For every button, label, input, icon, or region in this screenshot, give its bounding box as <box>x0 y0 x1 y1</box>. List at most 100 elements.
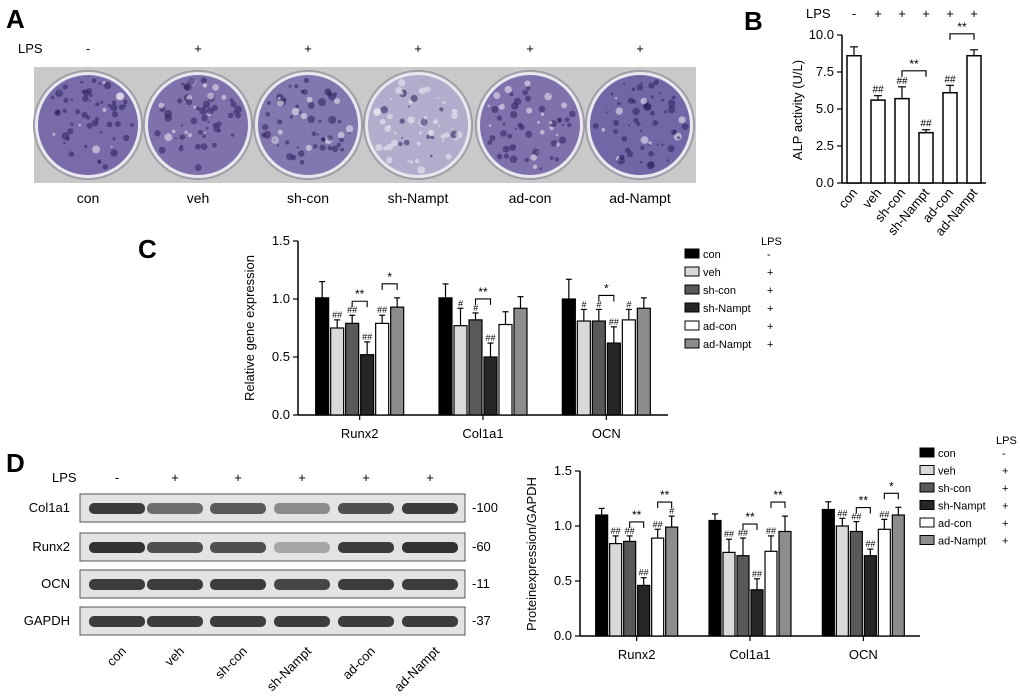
blot-band <box>89 616 145 627</box>
legend-sign: + <box>1002 466 1008 478</box>
blot-row-label: Col1a1 <box>29 500 70 515</box>
significance-mark: ## <box>724 529 734 539</box>
bar <box>606 342 621 416</box>
x-tick-label: Col1a1 <box>462 426 503 441</box>
legend-label: sh-con <box>703 285 736 297</box>
blot-band <box>338 579 394 590</box>
bar <box>468 319 483 416</box>
bar <box>637 584 651 637</box>
legend-swatch <box>919 482 935 493</box>
blot-band <box>402 503 458 514</box>
bracket-label: ** <box>859 494 869 508</box>
legend-d: LPS con - veh + sh-con + sh-Nampt + ad-con + ad-Nam… <box>919 435 1017 548</box>
dish-rim <box>364 71 472 179</box>
lps-sign: + <box>898 6 906 21</box>
significance-mark: # <box>458 298 464 308</box>
y-tick-label: 0.5 <box>554 573 572 588</box>
bracket-label: ** <box>632 508 642 522</box>
dish-rim <box>254 71 362 179</box>
lane-label: ad-Nampt <box>391 643 442 694</box>
lps-sign: + <box>636 41 644 56</box>
bracket-label: ** <box>355 287 365 301</box>
panel-a-lps-label: LPS <box>18 41 43 56</box>
blot-band <box>210 616 266 627</box>
significance-mark: ## <box>611 526 621 536</box>
significance-bracket <box>742 523 758 531</box>
bar <box>764 550 778 637</box>
significance-bracket <box>474 298 492 305</box>
significance-bracket <box>598 294 615 302</box>
lps-sign: + <box>234 470 242 485</box>
bar <box>623 540 637 637</box>
significance-mark: ## <box>625 526 635 536</box>
bar <box>513 307 528 416</box>
y-axis-label: Proteinexpression/GAPDH <box>524 477 539 631</box>
significance-bracket <box>883 492 899 500</box>
blot-row-label: Runx2 <box>32 539 70 554</box>
lane-label: veh <box>162 644 187 669</box>
legend-sign: + <box>1002 501 1008 513</box>
y-tick-label: 0.0 <box>554 628 572 643</box>
blot-row-label: GAPDH <box>24 613 70 628</box>
significance-mark: ## <box>639 568 649 578</box>
panel-d: D LPS - + + + + + Col1a1 -100 Runx2 -60 OCN -11 GAP… <box>6 435 1017 694</box>
legend-swatch <box>684 302 700 313</box>
bar <box>345 322 360 416</box>
group-label: ad-Nampt <box>609 190 671 206</box>
legend-swatch <box>919 535 935 545</box>
lps-sign: + <box>362 470 370 485</box>
bar <box>390 306 405 416</box>
significance-bracket <box>770 501 786 509</box>
group-label: sh-Nampt <box>388 190 449 206</box>
panel-b: B LPS - + + + + + 0.0 2.5 5.0 7.5 10.0 ALP activit… <box>744 6 986 239</box>
significance-mark: ## <box>766 526 776 536</box>
dish-rim <box>34 71 142 179</box>
dish-rim <box>586 71 694 179</box>
group-label: sh-con <box>287 190 329 206</box>
blot-kda-label: -37 <box>472 613 491 628</box>
y-tick-label: 7.5 <box>816 64 834 79</box>
legend-label: con <box>938 448 956 460</box>
legend-sign: + <box>767 303 773 315</box>
panel-letter-c: C <box>138 234 157 264</box>
bar <box>846 54 862 184</box>
group-label: veh <box>187 190 210 206</box>
x-tick-label: Runx2 <box>618 647 656 662</box>
bar <box>722 551 736 637</box>
lane-label: ad-con <box>339 644 378 683</box>
panel-d-lps-signs: - + + + + + <box>115 470 434 485</box>
panel-b-lps-label: LPS <box>806 6 831 21</box>
legend-swatch <box>684 320 700 331</box>
significance-mark: ## <box>362 332 372 342</box>
bracket-label: * <box>387 270 392 284</box>
blot-band <box>274 579 330 590</box>
panel-a-group-labels: con veh sh-con sh-Nampt ad-con ad-Nampt <box>77 190 671 206</box>
bar <box>736 555 750 637</box>
y-axis-label: ALP activity (U/L) <box>790 60 805 160</box>
legend-label: con <box>703 249 721 261</box>
panel-d-lps-label: LPS <box>52 470 77 485</box>
y-tick-label: 1.5 <box>272 233 290 248</box>
bar <box>870 99 886 184</box>
y-tick-label: 0.0 <box>272 407 290 422</box>
y-tick-label: 1.0 <box>272 291 290 306</box>
significance-mark: ## <box>752 569 762 579</box>
dish-rim <box>476 71 584 179</box>
lane-label: con <box>104 644 129 669</box>
bar <box>591 320 606 416</box>
lps-sign: + <box>874 6 882 21</box>
bar <box>330 327 345 416</box>
lps-sign: + <box>304 41 312 56</box>
lps-sign: + <box>922 6 930 21</box>
panel-a-dishes <box>33 70 695 180</box>
bracket-label: * <box>889 479 894 493</box>
bar <box>576 320 591 416</box>
blot-band <box>274 542 330 553</box>
blot-band <box>338 542 394 553</box>
panel-a-lps-signs: - + + + + + <box>86 41 644 56</box>
blot-kda-label: -11 <box>472 576 490 591</box>
significance-mark: ## <box>347 305 357 315</box>
significance-mark: ## <box>609 317 619 327</box>
legend-sign: + <box>767 339 773 351</box>
